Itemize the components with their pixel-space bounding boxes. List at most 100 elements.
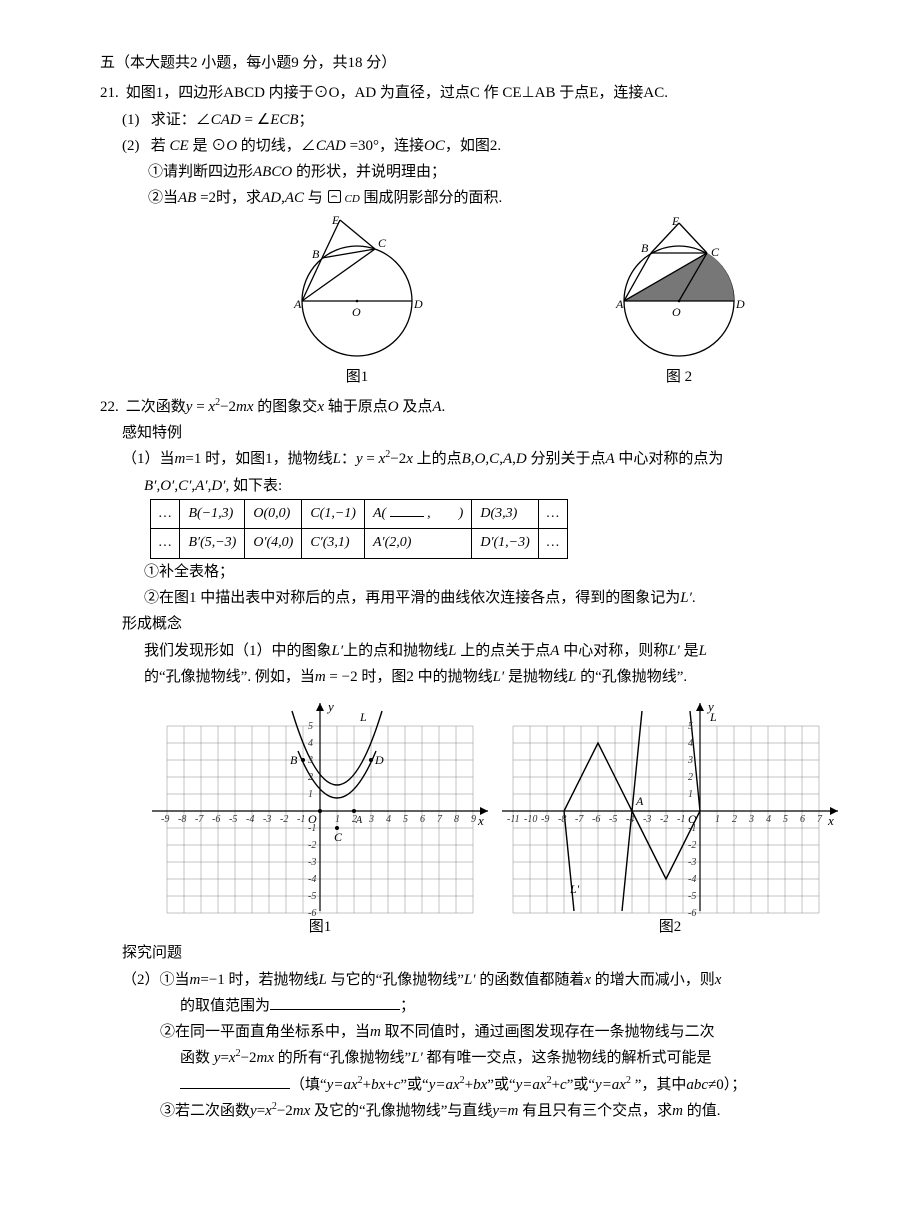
q21: 21. 如图1，四边形ABCD 内接于⊙O，AD 为直径，过点C 作 CE⊥AB…	[100, 80, 840, 390]
svg-text:7: 7	[437, 814, 443, 825]
svg-text:-3: -3	[308, 857, 316, 868]
q22-concept-txtA: 我们发现形如（1）中的图象L′上的点和抛物线L 上的点关于点A 中心对称，则称L…	[144, 638, 840, 664]
q22-table: … B(−1,3) O(0,0) C(1,−1) A( , ) D(3,3) ……	[150, 499, 568, 559]
q22-stem: 二次函数y = x2−2mx 的图象交x 轴于原点O 及点A.	[126, 399, 446, 415]
q22: 22. 二次函数y = x2−2mx 的图象交x 轴于原点O 及点A. 感知特例…	[100, 394, 840, 1124]
svg-text:-5: -5	[609, 814, 617, 825]
svg-text:-1: -1	[677, 814, 685, 825]
svg-text:9: 9	[471, 814, 476, 825]
svg-text:1: 1	[335, 814, 340, 825]
q22-p2-2a: ②在同一平面直角坐标系中，当m 取不同值时，通过画图发现存在一条抛物线与二次	[160, 1019, 840, 1045]
svg-text:5: 5	[688, 721, 693, 732]
svg-text:E: E	[331, 216, 340, 227]
svg-text:B: B	[312, 247, 320, 261]
svg-text:-2: -2	[308, 840, 316, 851]
svg-text:-11: -11	[507, 814, 520, 825]
svg-text:B: B	[290, 753, 298, 767]
svg-text:-10: -10	[524, 814, 537, 825]
q21-fig1: A B C D E O	[262, 216, 452, 366]
svg-text:2: 2	[688, 772, 693, 783]
svg-text:-5: -5	[229, 814, 237, 825]
svg-text:-3: -3	[643, 814, 651, 825]
svg-text:2: 2	[732, 814, 737, 825]
svg-text:-9: -9	[161, 814, 169, 825]
q21-p2b: ②当AB =2时，求AD,AC 与 ⌢ CD 围成阴影部分的面积.	[148, 185, 840, 211]
svg-text:3: 3	[307, 755, 313, 766]
q22-number: 22.	[100, 394, 122, 420]
q22-p1-sub2: ②在图1 中描出表中对称后的点，再用平滑的曲线依次连接各点，得到的图象记为L′.	[144, 585, 840, 611]
svg-text:1: 1	[715, 814, 720, 825]
q21-figures: A B C D E O 图1 A	[196, 216, 840, 390]
svg-text:7: 7	[817, 814, 823, 825]
q22-p1: （1）当m=1 时，如图1，抛物线L：y = x2−2x 上的点B,O,C,A,…	[122, 446, 840, 472]
q21-p2: 若 CE 是 ⊙O 的切线，∠CAD =30°，连接OC，如图2.	[143, 138, 501, 154]
svg-text:8: 8	[454, 814, 459, 825]
svg-text:3: 3	[687, 755, 693, 766]
q22-graph2-cap: 图2	[500, 914, 840, 940]
svg-text:-4: -4	[626, 814, 634, 825]
svg-text:-1: -1	[688, 823, 696, 834]
q22-graph1-cap: 图1	[150, 914, 490, 940]
svg-text:-1: -1	[297, 814, 305, 825]
q22-p2-2c: （填“y=ax2+bx+c”或“y=ax2+bx”或“y=ax2+c”或“y=a…	[180, 1072, 840, 1098]
svg-text:C: C	[711, 245, 720, 259]
q21-p2a: ①请判断四边形ABCO 的形状，并说明理由；	[148, 159, 840, 185]
svg-text:D: D	[735, 297, 745, 311]
svg-text:L: L	[359, 710, 367, 724]
svg-text:-4: -4	[688, 874, 696, 885]
svg-text:-9: -9	[541, 814, 549, 825]
svg-text:-5: -5	[688, 891, 696, 902]
q22-p1c: B′,O′,C′,A′,D′, 如下表:	[144, 473, 840, 499]
svg-text:B: B	[641, 241, 649, 255]
svg-text:4: 4	[386, 814, 391, 825]
svg-text:6: 6	[800, 814, 805, 825]
svg-text:-8: -8	[558, 814, 566, 825]
q21-fig2-cap: 图 2	[584, 364, 774, 390]
q21-fig2: A B C D E O	[584, 216, 774, 366]
svg-text:-3: -3	[688, 857, 696, 868]
svg-text:C: C	[334, 830, 343, 844]
svg-text:-4: -4	[308, 874, 316, 885]
svg-text:E: E	[671, 216, 680, 228]
svg-text:L′: L′	[569, 882, 580, 896]
svg-text:O: O	[672, 305, 681, 319]
q22-concept-txtB: 的“孔像抛物线”. 例如，当m = −2 时，图2 中的抛物线L′ 是抛物线L …	[144, 664, 840, 690]
svg-text:4: 4	[766, 814, 771, 825]
q22-p2-1a: （2）①当m=−1 时，若抛物线L 与它的“孔像抛物线”L′ 的函数值都随着x …	[122, 967, 840, 993]
q22-p1-sub1: ①补全表格；	[144, 559, 840, 585]
svg-text:y: y	[326, 699, 334, 714]
q21-stem: 如图1，四边形ABCD 内接于⊙O，AD 为直径，过点C 作 CE⊥AB 于点E…	[126, 85, 668, 101]
svg-text:2: 2	[308, 772, 313, 783]
svg-text:-5: -5	[308, 891, 316, 902]
svg-text:5: 5	[403, 814, 408, 825]
q22-p2-2b: 函数 y=x2−2mx 的所有“孔像抛物线”L′ 都有唯一交点，这条抛物线的解析…	[180, 1045, 840, 1071]
svg-text:-8: -8	[178, 814, 186, 825]
svg-text:4: 4	[308, 738, 313, 749]
svg-text:3: 3	[748, 814, 754, 825]
svg-text:-2: -2	[280, 814, 288, 825]
svg-text:5: 5	[308, 721, 313, 732]
svg-text:-6: -6	[592, 814, 600, 825]
q21-fig1-cap: 图1	[262, 364, 452, 390]
svg-text:6: 6	[420, 814, 425, 825]
q22-sense: 感知特例	[122, 420, 840, 446]
svg-text:-1: -1	[308, 823, 316, 834]
q22-graph1: B C A D O y x L -9-8-7-6-5-4-3-2-1123456…	[150, 696, 490, 916]
svg-text:A: A	[615, 297, 624, 311]
svg-text:2: 2	[352, 814, 357, 825]
q22-explore: 探究问题	[122, 940, 840, 966]
q22-p2-3: ③若二次函数y=x2−2mx 及它的“孔像抛物线”与直线y=m 有且只有三个交点…	[160, 1098, 840, 1124]
svg-text:1: 1	[688, 789, 693, 800]
svg-text:-6: -6	[688, 908, 696, 916]
q22-concept: 形成概念	[122, 611, 840, 637]
svg-text:D: D	[413, 297, 423, 311]
svg-text:A: A	[635, 794, 644, 808]
svg-text:L: L	[709, 710, 717, 724]
q22-graph2: O y x A L L′ -11-10-9-8-7-6-5-4-3-2-1123…	[500, 696, 840, 916]
q21-p1-num: (1)	[122, 112, 140, 128]
svg-text:x: x	[827, 813, 834, 828]
q21-p1: 求证：∠CAD = ∠ECB；	[143, 112, 313, 128]
svg-text:D: D	[374, 753, 384, 767]
section-heading: 五（本大题共2 小题，每小题9 分，共18 分）	[100, 50, 840, 76]
svg-text:-2: -2	[660, 814, 668, 825]
